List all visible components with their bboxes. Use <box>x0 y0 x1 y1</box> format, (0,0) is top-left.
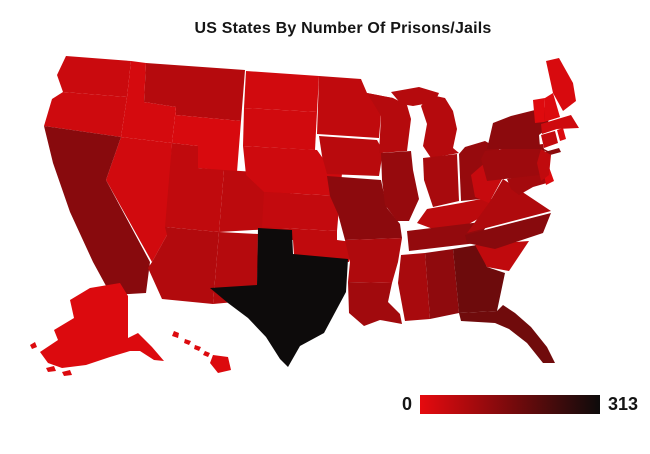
state-california <box>44 126 150 295</box>
state-oregon <box>44 92 127 137</box>
state-utah <box>165 143 224 232</box>
state-north-dakota <box>244 71 319 112</box>
state-massachusetts <box>541 115 579 134</box>
state-michigan <box>391 87 459 158</box>
state-georgia <box>453 245 505 313</box>
state-missouri <box>327 176 402 240</box>
state-alaska <box>30 283 164 376</box>
state-louisiana <box>348 282 402 326</box>
state-tennessee <box>407 221 489 251</box>
state-wyoming <box>172 107 241 172</box>
legend-gradient-bar <box>420 395 601 414</box>
chart-title: US States By Number Of Prisons/Jails <box>194 20 492 37</box>
legend-max-label: 313 <box>608 394 639 414</box>
state-alabama <box>425 249 459 319</box>
color-legend: 0 313 <box>402 394 638 415</box>
state-kansas <box>262 192 340 231</box>
state-wisconsin <box>367 93 411 153</box>
state-washington <box>57 56 131 97</box>
state-kentucky <box>417 199 497 229</box>
state-montana <box>144 63 245 121</box>
state-north-carolina <box>465 213 551 249</box>
state-florida <box>459 305 555 363</box>
state-rhode-island <box>557 128 566 141</box>
state-nebraska <box>243 146 342 196</box>
state-arkansas <box>345 238 402 283</box>
state-minnesota <box>317 76 393 138</box>
state-illinois <box>381 151 419 221</box>
state-texas <box>210 228 348 367</box>
state-maine <box>546 58 576 111</box>
state-indiana <box>423 154 459 207</box>
state-connecticut <box>541 131 558 148</box>
state-arizona <box>148 227 219 304</box>
state-south-dakota <box>243 108 317 150</box>
state-hawaii <box>172 331 231 373</box>
state-nevada <box>106 137 172 262</box>
state-pennsylvania <box>481 144 547 181</box>
state-virginia <box>467 179 551 233</box>
state-south-carolina <box>475 241 529 271</box>
legend-min-label: 0 <box>402 394 413 414</box>
state-new-jersey <box>537 149 551 181</box>
state-mississippi <box>398 253 430 321</box>
state-new-hampshire <box>544 93 560 122</box>
state-iowa <box>319 136 383 176</box>
state-vermont <box>533 98 545 123</box>
state-idaho <box>121 61 176 143</box>
